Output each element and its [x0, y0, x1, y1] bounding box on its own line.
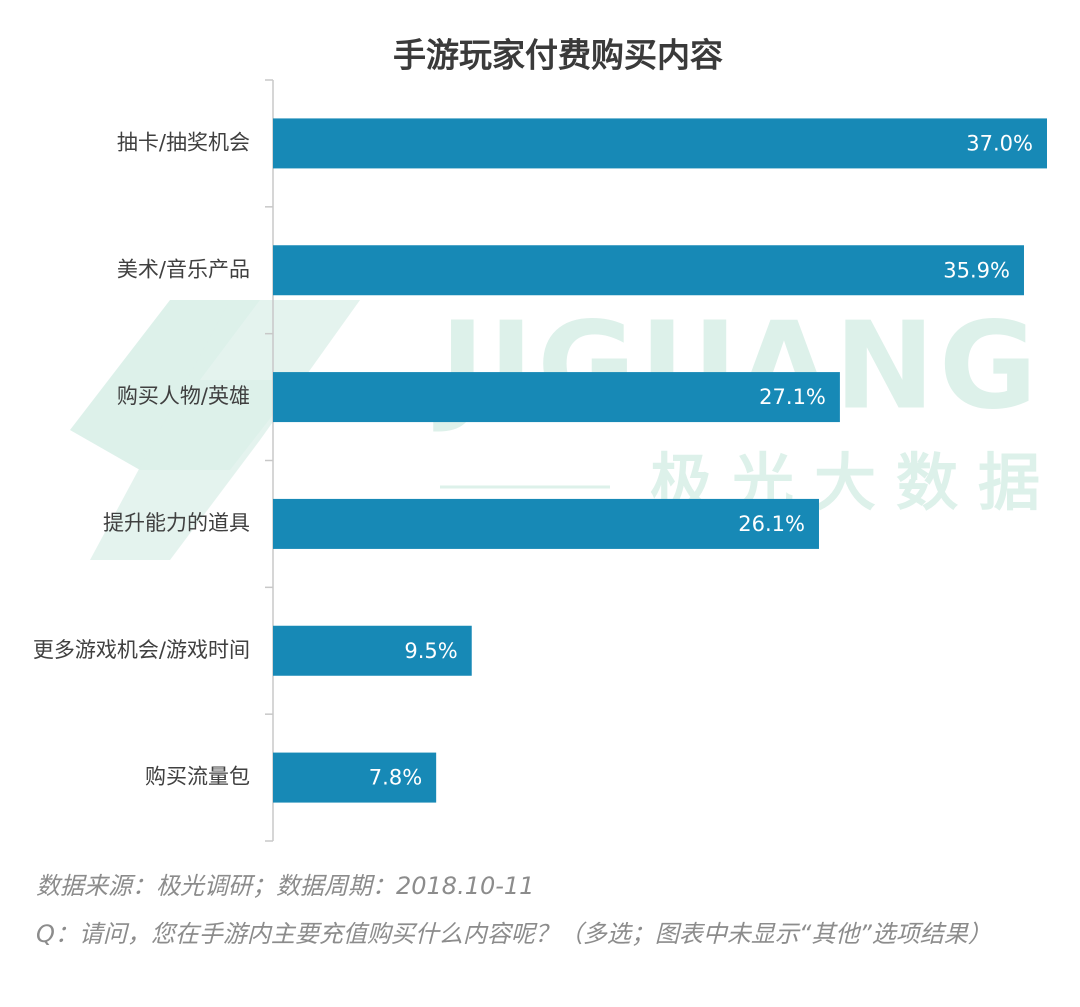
bar	[273, 752, 437, 803]
bar	[273, 372, 840, 423]
chart: JIGUANG 极光大数据 手游玩家付费购买内容 抽卡/抽奖机会 37.0%美术/…	[33, 36, 1047, 842]
bar	[273, 245, 1024, 296]
data-label: 7.8%	[369, 766, 422, 790]
category-label: 更多游戏机会/游戏时间	[33, 638, 250, 662]
bar	[273, 118, 1047, 169]
source-note: 数据来源：极光调研；数据周期：2018.10-11	[36, 872, 535, 900]
data-label: 37.0%	[966, 131, 1033, 155]
bar	[273, 625, 472, 676]
data-label: 26.1%	[738, 512, 805, 536]
category-label: 购买人物/英雄	[117, 384, 250, 408]
chart-title: 手游玩家付费购买内容	[393, 36, 723, 75]
category-label: 提升能力的道具	[103, 511, 250, 535]
bar	[273, 498, 819, 549]
data-label: 35.9%	[943, 258, 1010, 282]
category-label: 抽卡/抽奖机会	[117, 130, 250, 154]
category-label: 购买流量包	[145, 765, 250, 789]
watermark-logo	[70, 300, 300, 470]
watermark-logo	[90, 300, 360, 560]
question-note: Q：请问，您在手游内主要充值购买什么内容呢？（多选；图表中未显示“其他”选项结果…	[36, 920, 992, 948]
data-label: 27.1%	[759, 385, 826, 409]
data-label: 9.5%	[404, 639, 457, 663]
category-label: 美术/音乐产品	[117, 257, 250, 281]
